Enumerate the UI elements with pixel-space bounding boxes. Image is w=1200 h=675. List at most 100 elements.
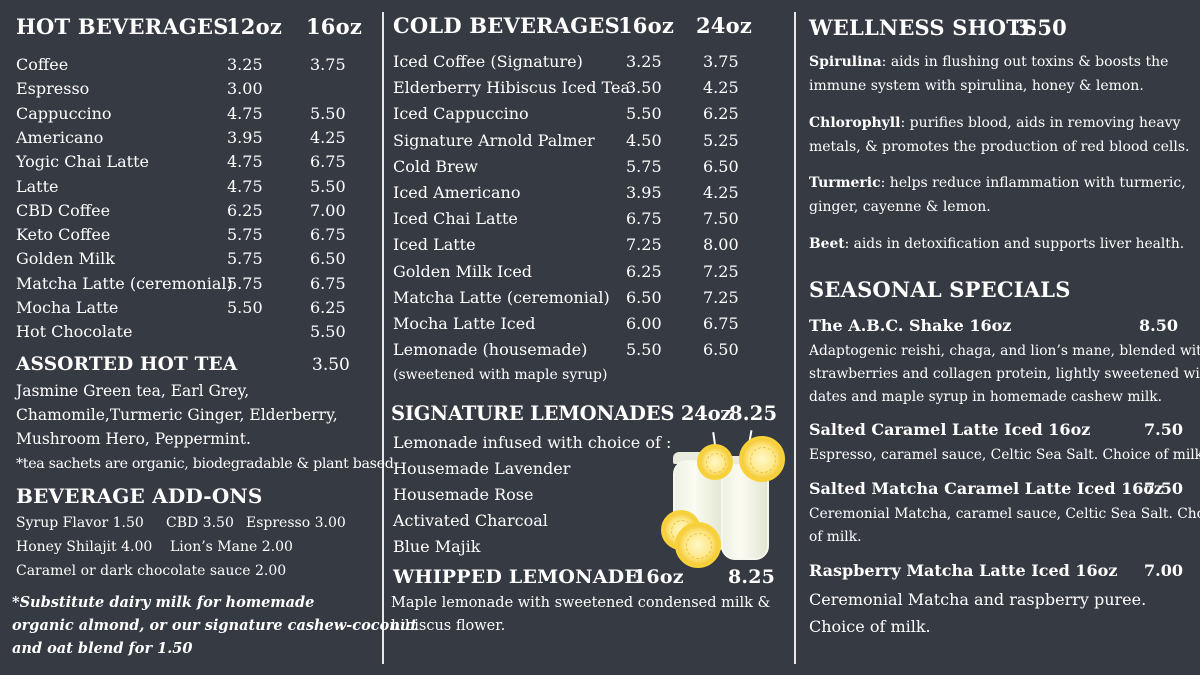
menu-item-name: Iced Americano: [393, 183, 521, 202]
seasonal-item-desc: Ceremonial Matcha and raspberry puree.: [809, 590, 1147, 609]
menu-item-name: Hot Chocolate: [16, 322, 133, 342]
menu-item-name: Iced Cappuccino: [393, 104, 529, 124]
seasonal-item-price: 7.50: [1144, 479, 1183, 498]
menu-item-price: 5.75: [227, 273, 263, 293]
shot-name: Turmeric: [809, 175, 881, 191]
menu-item-name: Americano: [16, 127, 104, 147]
menu-item-price: 6.25: [626, 261, 662, 281]
menu-item-price: 5.75: [227, 249, 263, 269]
seasonal-item-price: 7.50: [1144, 420, 1183, 439]
menu-item-price: 5.50: [626, 104, 662, 124]
menu-item-price: 5.50: [310, 322, 346, 342]
menu-item-price: 6.50: [703, 156, 739, 176]
menu-item-price: 6.75: [626, 209, 662, 229]
menu-item-name: Iced Latte: [393, 235, 476, 255]
menu-item-name: Cold Brew: [393, 156, 478, 176]
menu-item-name: Iced Coffee (Signature): [393, 52, 583, 71]
addon-cbd: CBD 3.50: [166, 515, 234, 531]
column-cold-beverages: COLD BEVERAGES 16oz 24oz Iced Coffee (Si…: [385, 0, 795, 675]
menu-item-name: Latte: [16, 176, 59, 196]
addon-syrup: Syrup Flavor 1.50: [16, 515, 144, 531]
whipped-lemonade-price: 8.25: [728, 566, 776, 588]
shot-desc: : aids in flushing out toxins & boosts t…: [881, 54, 1169, 70]
seasonal-item-desc: Ceremonial Matcha, caramel sauce, Celtic…: [809, 506, 1200, 522]
addon-espresso: Espresso 3.00: [246, 515, 346, 531]
lemonade-option: Housemade Rose: [393, 485, 534, 504]
menu-item-price: 6.75: [310, 273, 346, 293]
hot-size-12oz: 12oz: [226, 14, 282, 39]
signature-lemonades-price: 8.25: [729, 402, 778, 425]
menu-item-price: 6.75: [310, 152, 346, 172]
hot-tea-note: *tea sachets are organic, biodegradable …: [16, 456, 394, 472]
column-hot-beverages: HOT BEVERAGES 12oz 16oz Coffee 3.25 3.75 Es…: [0, 0, 417, 675]
wellness-price: 3.50: [1015, 15, 1067, 40]
wellness-shot-beet: Beet: aids in detoxification and support…: [809, 236, 1184, 252]
menu-item-price: 8.00: [703, 235, 739, 255]
shot-desc: : aids in detoxification and supports li…: [844, 236, 1185, 252]
seasonal-item-desc: of milk.: [809, 529, 862, 545]
menu-item-name: Lemonade (housemade): [393, 340, 588, 360]
seasonal-title: SEASONAL SPECIALS: [809, 277, 1071, 302]
lemonade-option: Activated Charcoal: [393, 511, 548, 530]
menu-item-name: Mocha Latte Iced: [393, 314, 536, 333]
hot-beverages-title: HOT BEVERAGES: [16, 14, 229, 39]
shot-name: Beet: [809, 236, 845, 252]
menu-item-price: 3.95: [626, 183, 662, 202]
addon-sauce: Caramel or dark chocolate sauce 2.00: [16, 563, 287, 579]
menu-item-name: Coffee: [16, 55, 69, 74]
whipped-lemonade-size: 16oz: [633, 566, 684, 588]
menu-item-price: 5.50: [626, 340, 662, 360]
menu-item-price: 6.50: [310, 249, 346, 269]
menu-item-price: 6.50: [626, 287, 662, 307]
menu-item-name: Signature Arnold Palmer: [393, 130, 595, 150]
wellness-shot-chlorophyll: Chlorophyll: purifies blood, aids in rem…: [809, 115, 1181, 131]
menu-item-price: 4.25: [703, 78, 739, 98]
menu-item-name: Iced Chai Latte: [393, 209, 518, 229]
menu-item-price: 3.75: [310, 55, 346, 74]
shot-name: Spirulina: [809, 54, 882, 70]
menu-item-price: 5.75: [626, 156, 662, 176]
menu-item-price: 4.25: [310, 127, 346, 147]
menu-item-name: Mocha Latte: [16, 298, 119, 317]
wellness-shot-desc-line: immune system with spirulina, honey & le…: [809, 78, 1144, 94]
addons-title: BEVERAGE ADD-ONS: [16, 484, 263, 508]
menu-item-price: 4.75: [227, 152, 263, 172]
menu-item-price: 5.50: [310, 103, 346, 123]
signature-lemonades-title: SIGNATURE LEMONADES 24oz: [391, 402, 732, 425]
wellness-title: WELLNESS SHOTS: [809, 15, 1038, 40]
shot-desc: : helps reduce inflammation with turmeri…: [880, 175, 1186, 191]
menu-item-price: 7.50: [703, 209, 739, 229]
addon-lions-mane: Lion’s Mane 2.00: [170, 539, 293, 555]
menu-item-price: 6.25: [227, 200, 263, 220]
menu-item-price: 3.75: [703, 52, 739, 71]
hot-tea-price: 3.50: [312, 355, 350, 375]
menu-item-price: 7.25: [626, 235, 662, 255]
menu-item-price: 3.00: [227, 79, 263, 99]
menu-item-price: 5.25: [703, 130, 739, 150]
cold-beverages-title: COLD BEVERAGES: [393, 13, 621, 38]
menu-item-name: Matcha Latte (ceremonial): [393, 287, 610, 307]
menu-item-name: Golden Milk: [16, 249, 115, 269]
signature-lemonades-intro: Lemonade infused with choice of :: [393, 433, 672, 452]
menu-item-price: 5.50: [310, 176, 346, 196]
menu-item-name: Elderberry Hibiscus Iced Tea: [393, 78, 631, 98]
menu-item-name: Cappuccino: [16, 103, 112, 123]
menu-item-price: 5.75: [227, 225, 263, 245]
whipped-lemonade-title: WHIPPED LEMONADE: [393, 566, 640, 588]
lemonade-option: Housemade Lavender: [393, 459, 571, 478]
seasonal-item-name: The A.B.C. Shake 16oz: [809, 316, 1012, 335]
hot-tea-line: Chamomile,Turmeric Ginger, Elderberry,: [16, 406, 338, 424]
addon-shilajit: Honey Shilajit 4.00: [16, 539, 153, 555]
menu-item-price: 4.75: [227, 176, 263, 196]
hot-tea-line: Mushroom Hero, Peppermint.: [16, 430, 251, 448]
lemonade-option: Blue Majik: [393, 537, 481, 556]
menu-item-price: 3.50: [626, 78, 662, 98]
menu-item-price: 3.95: [227, 127, 263, 147]
lemonade-sweetened-note: (sweetened with maple syrup): [393, 367, 608, 383]
menu-item-price: 7.25: [703, 287, 739, 307]
seasonal-item-name: Salted Caramel Latte Iced 16oz: [809, 420, 1091, 439]
column-divider-right: [794, 12, 796, 664]
menu-item-name: Yogic Chai Latte: [16, 152, 149, 172]
seasonal-item-price: 8.50: [1139, 316, 1178, 335]
shot-name: Chlorophyll: [809, 115, 901, 131]
